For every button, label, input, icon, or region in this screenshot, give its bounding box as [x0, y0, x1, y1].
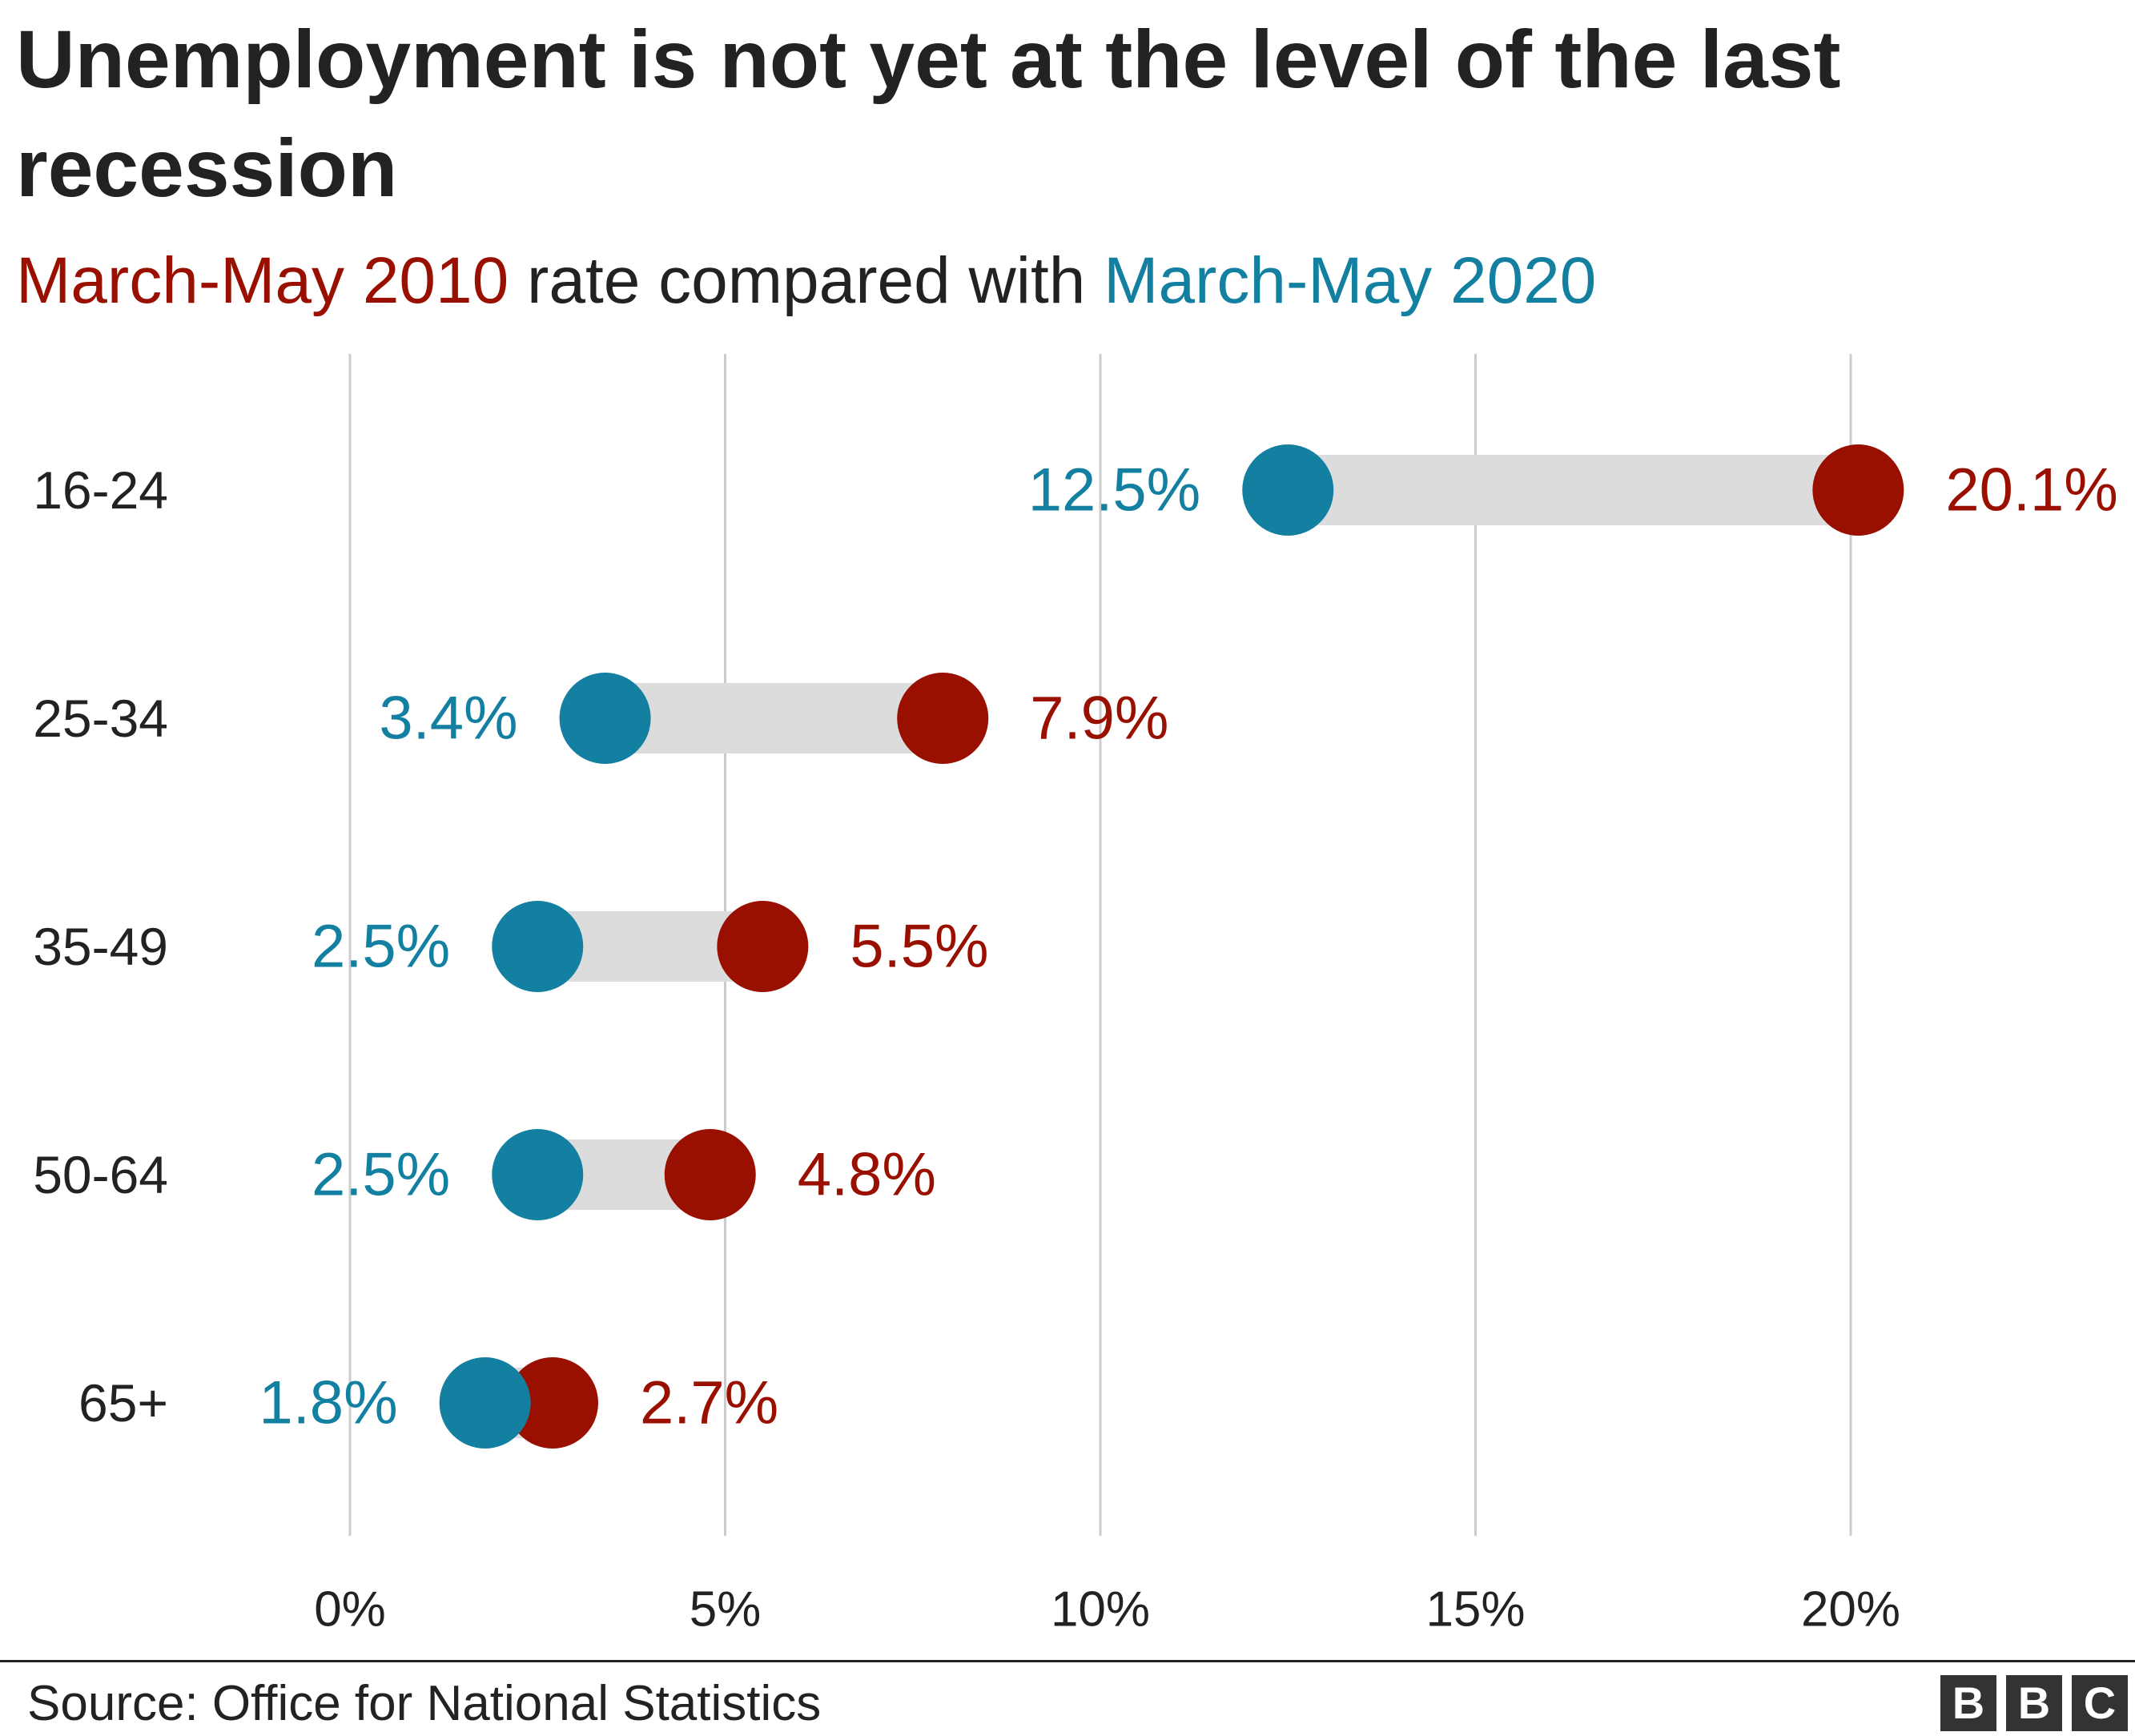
value-label-2020-35-49: 2.5%: [312, 913, 450, 981]
bbc-logo-letter-b1: B: [1940, 1675, 1996, 1731]
category-label-35-49: 35-49: [33, 917, 168, 976]
value-label-2020-16-24: 12.5%: [1028, 456, 1201, 524]
value-label-2010-35-49: 5.5%: [850, 913, 988, 981]
dot-2020-65+: [439, 1357, 531, 1449]
source-note: Source: Office for National Statistics: [27, 1676, 822, 1731]
x-tick-label-15: 15%: [1425, 1582, 1525, 1638]
value-label-2010-65+: 2.7%: [640, 1369, 778, 1437]
value-label-2010-16-24: 20.1%: [1945, 456, 2118, 524]
category-label-16-24: 16-24: [33, 460, 168, 520]
category-label-25-34: 25-34: [33, 689, 168, 748]
category-label-50-64: 50-64: [33, 1145, 168, 1204]
x-tick-label-0: 0%: [314, 1582, 386, 1638]
dot-2010-25-34: [897, 673, 989, 764]
value-label-2020-65+: 1.8%: [259, 1369, 397, 1437]
category-label-65+: 65+: [78, 1373, 168, 1433]
dot-2020-50-64: [492, 1129, 584, 1220]
dot-2020-16-24: [1242, 444, 1334, 536]
range-bar-25-34: [605, 683, 943, 753]
dot-range-chart: 0% 5% 10% 15% 20% 16-24 12.5% 20.1% 25-34 3.4% 7.9…: [33, 354, 2118, 1638]
dot-2010-16-24: [1812, 444, 1904, 536]
x-tick-label-10: 10%: [1051, 1582, 1150, 1638]
subtitle-2020-period: March-May 2020: [1104, 244, 1597, 317]
dot-2020-25-34: [559, 673, 651, 764]
value-label-2010-50-64: 4.8%: [798, 1141, 936, 1209]
dot-2010-35-49: [717, 901, 809, 992]
chart-title: Unemployment is not yet at the level of …: [16, 14, 1841, 214]
x-tick-label-5: 5%: [690, 1582, 762, 1638]
value-label-2020-25-34: 3.4%: [379, 685, 517, 753]
subtitle-connector: rate compared with: [509, 244, 1104, 317]
footer-divider: [0, 1660, 2135, 1662]
bbc-logo-letter-c: C: [2072, 1675, 2128, 1731]
x-tick-label-20: 20%: [1801, 1582, 1900, 1638]
dot-2010-50-64: [664, 1129, 756, 1220]
value-label-2010-25-34: 7.9%: [1030, 685, 1168, 753]
dot-2010-65+: [506, 1357, 598, 1449]
bbc-logo: B B C: [1940, 1675, 2128, 1731]
subtitle-2010-period: March-May 2010: [16, 244, 509, 317]
bbc-logo-letter-b2: B: [2006, 1675, 2062, 1731]
range-bar-16-24: [1288, 455, 1859, 525]
chart-subtitle: March-May 2010 rate compared with March-…: [16, 237, 1596, 325]
dot-2020-35-49: [492, 901, 584, 992]
value-label-2020-50-64: 2.5%: [312, 1141, 450, 1209]
